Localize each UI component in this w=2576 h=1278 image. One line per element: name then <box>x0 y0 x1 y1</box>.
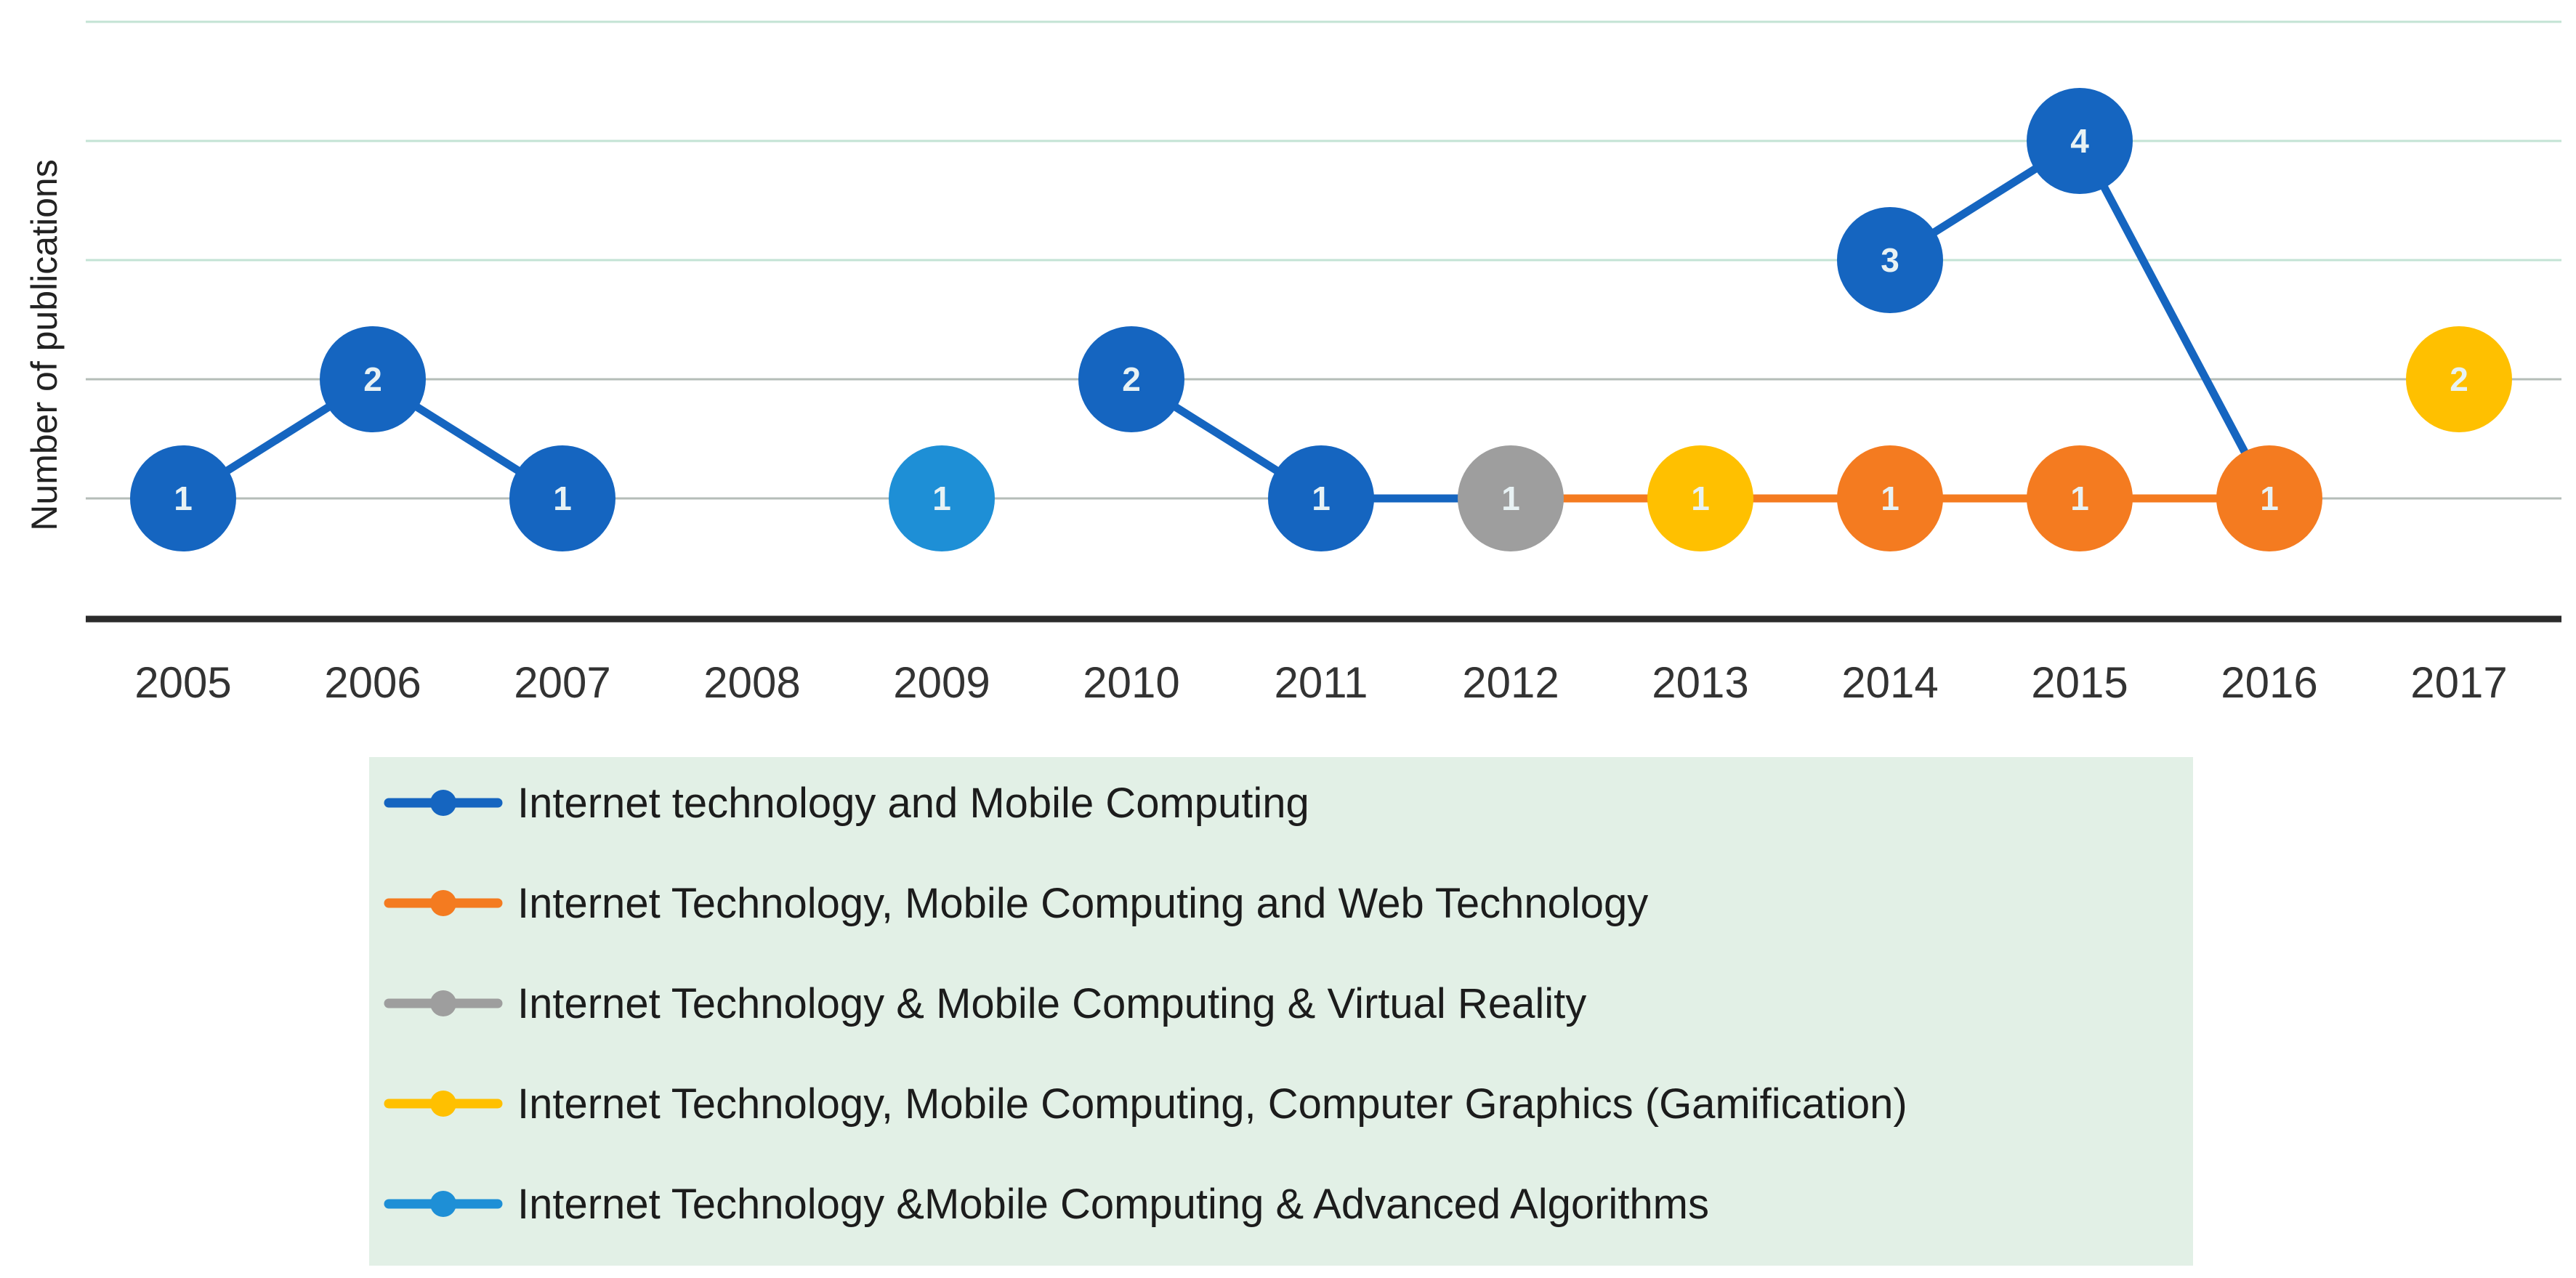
marker-series-1-2016 <box>2216 445 2322 551</box>
marker-series-0-2011 <box>1268 445 1374 551</box>
marker-series-3-2017 <box>2406 326 2512 432</box>
x-tick-2012: 2012 <box>1462 658 1559 707</box>
x-tick-2006: 2006 <box>324 658 421 707</box>
marker-label-series-3-2017: 2 <box>2450 360 2468 398</box>
legend-swatch-dot-0 <box>430 790 456 816</box>
marker-label-series-0-2010: 2 <box>1122 360 1141 398</box>
legend-swatch-dot-3 <box>430 1091 456 1117</box>
marker-label-series-1-2016: 1 <box>2260 480 2279 517</box>
x-tick-2014: 2014 <box>1841 658 1938 707</box>
marker-series-0-2010 <box>1078 326 1184 432</box>
legend-label-2: Internet Technology & Mobile Computing &… <box>517 980 1586 1027</box>
marker-label-series-0-2006: 2 <box>363 360 382 398</box>
marker-series-0-2007 <box>509 445 615 551</box>
x-tick-2009: 2009 <box>893 658 990 707</box>
marker-series-3-2013 <box>1647 445 1753 551</box>
marker-label-series-3-2013: 1 <box>1691 480 1710 517</box>
marker-series-0-2014 <box>1837 207 1943 313</box>
legend-label-1: Internet Technology, Mobile Computing an… <box>517 880 1648 927</box>
legend-swatch-dot-1 <box>430 890 456 916</box>
legend-swatch-dot-4 <box>430 1191 456 1217</box>
marker-label-series-4-2009: 1 <box>932 480 951 517</box>
marker-series-1-2015 <box>2027 445 2133 551</box>
marker-label-series-0-2007: 1 <box>553 480 572 517</box>
legend: Internet technology and Mobile Computing… <box>384 780 1907 1228</box>
legend-label-4: Internet Technology &Mobile Computing & … <box>517 1181 1709 1228</box>
legend-swatch-dot-2 <box>430 990 456 1016</box>
marker-label-series-0-2011: 1 <box>1312 480 1331 517</box>
x-tick-labels: 2005 2006 2007 2008 2009 2010 2011 2012 2013 2014… <box>134 658 2507 707</box>
legend-label-0: Internet technology and Mobile Computing <box>517 780 1309 827</box>
x-tick-2013: 2013 <box>1652 658 1748 707</box>
marker-series-0-2005 <box>130 445 236 551</box>
marker-series-0-2006 <box>320 326 426 432</box>
marker-label-series-0-2005: 1 <box>174 480 193 517</box>
marker-label-series-1-2014: 1 <box>1881 480 1899 517</box>
marker-label-series-0-2015: 4 <box>2070 122 2089 160</box>
gridlines <box>86 20 2561 500</box>
y-axis-label: Number of publications <box>24 159 65 530</box>
marker-series-2-2012 <box>1458 445 1564 551</box>
x-tick-2007: 2007 <box>514 658 610 707</box>
marker-series-0-2015 <box>2027 88 2133 194</box>
series-lines <box>179 137 2274 503</box>
marker-label-series-2-2012: 1 <box>1501 480 1520 517</box>
marker-label-series-0-2014: 3 <box>1881 241 1899 279</box>
x-tick-2016: 2016 <box>2221 658 2317 707</box>
marker-label-series-1-2015: 1 <box>2070 480 2089 517</box>
legend-label-3: Internet Technology, Mobile Computing, C… <box>517 1080 1907 1128</box>
data-markers: 1 2 1 2 1 3 4 1 1 1 1 1 2 1 <box>130 88 2512 551</box>
marker-series-1-2014 <box>1837 445 1943 551</box>
marker-series-4-2009 <box>889 445 995 551</box>
x-tick-2017: 2017 <box>2410 658 2507 707</box>
x-tick-2015: 2015 <box>2031 658 2128 707</box>
x-tick-2008: 2008 <box>703 658 800 707</box>
x-tick-2010: 2010 <box>1083 658 1179 707</box>
x-tick-2005: 2005 <box>134 658 231 707</box>
x-tick-2011: 2011 <box>1274 658 1368 707</box>
series-0-line-segment-2 <box>1886 137 2274 503</box>
legend-box <box>369 757 2193 1266</box>
